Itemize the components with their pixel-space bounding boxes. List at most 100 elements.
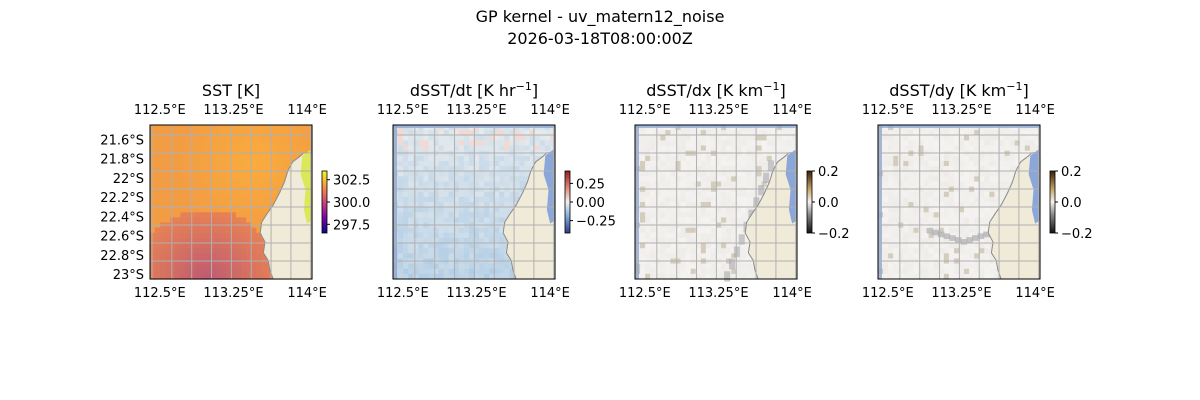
heatmap-cell [463,135,470,141]
heatmap-cell [463,150,470,157]
heatmap-cell [680,135,687,141]
heatmap-cell [256,196,262,203]
heatmap-cell [964,171,970,177]
heatmap-cell [438,207,445,213]
heatmap-cell [408,253,414,260]
heatmap-cell [695,253,702,260]
heatmap-cell [893,176,899,183]
heatmap-cell [160,263,166,270]
heatmap-cell [959,212,965,218]
heatmap-cell [433,176,440,183]
heatmap-cell [736,196,742,203]
heatmap-cell [974,273,980,280]
heatmap-cell [903,196,909,203]
heatmap-cell [236,196,242,203]
heatmap-cell [499,155,505,162]
heatmap-cell [781,135,788,141]
heatmap-cell [721,263,727,270]
heatmap-cell [953,207,960,213]
heatmap-cell [660,176,666,183]
heatmap-cell [766,150,773,157]
heatmap-cell [665,248,672,254]
heatmap-cell [205,253,212,260]
heatmap-cell [898,237,904,244]
heatmap-cell [215,232,222,239]
heatmap-cell [746,196,753,203]
gridlines [635,125,797,280]
heatmap-cell [403,217,409,224]
heatmap-cell [205,196,212,203]
x-tick-label-top: 113.25°E [446,103,506,118]
heatmap-cell [645,207,651,213]
heatmap-cell [974,207,980,213]
heatmap-cell [413,207,419,213]
heatmap-cell [665,140,672,147]
heatmap-cell [170,150,176,157]
heatmap-cell [484,140,490,147]
heatmap-cell [398,155,404,162]
heatmap-cell [448,171,455,177]
heatmap-cell [908,217,915,224]
heatmap-cell [266,196,273,203]
heatmap-cell [948,217,955,224]
heatmap-cell [210,150,217,157]
heatmap-cell [438,243,445,249]
heatmap-cell [700,217,707,224]
heatmap-cell [499,166,505,172]
heatmap-cell [453,237,460,244]
panel-title-main: dSST/dy [K km [889,81,1006,100]
heatmap-cell [251,243,257,249]
heatmap-cell [453,273,460,280]
heatmap-cell [428,176,435,183]
heatmap-cell [165,160,171,167]
heatmap-cell [185,191,192,198]
heatmap-cell [276,150,283,157]
heatmap-cell [716,196,722,203]
heatmap-cell [741,176,747,183]
heatmap-cell [190,253,197,260]
heatmap-cell [170,263,176,270]
heatmap-cell [700,237,707,244]
heatmap-cell [695,155,702,162]
heatmap-cell [923,171,930,177]
heatmap-cell [489,253,495,260]
heatmap-cell [948,207,955,213]
heatmap-cell [974,253,980,260]
heatmap-cell [746,253,753,260]
heatmap-cell [791,140,798,147]
heatmap-cell [413,273,419,280]
heatmap-cell [150,227,156,234]
heatmap-cell [443,145,450,152]
heatmap-cell [943,191,950,198]
heatmap-cell [655,212,661,218]
heatmap-cell [883,268,889,275]
heatmap-cell [443,196,450,203]
heatmap-cell [721,273,727,280]
heatmap-cell [913,166,920,172]
heatmap-cell [923,150,930,157]
heatmap-cell [534,135,541,141]
heatmap-cell [645,155,651,162]
heatmap-cell [888,273,894,280]
heatmap-cell [220,263,227,270]
heatmap-cell [974,217,980,224]
heatmap-cell [984,160,990,167]
heatmap-cell [403,166,409,172]
heatmap-cell [210,202,217,208]
heatmap-cell [160,135,166,141]
heatmap-cell [938,268,945,275]
heatmap-cell [731,140,737,147]
heatmap-cell [479,171,485,177]
heatmap-cell [888,145,894,152]
heatmap-cell [888,263,894,270]
heatmap-cell [433,253,440,260]
heatmap-cell [180,181,187,188]
heatmap-cell [690,166,697,172]
heatmap-cell [903,191,909,198]
heatmap-cell [428,207,435,213]
heatmap-cell [964,243,970,249]
heatmap-cell [655,145,661,152]
heatmap-cell [448,191,455,198]
heatmap-cell [908,155,915,162]
heatmap-cell [695,207,702,213]
